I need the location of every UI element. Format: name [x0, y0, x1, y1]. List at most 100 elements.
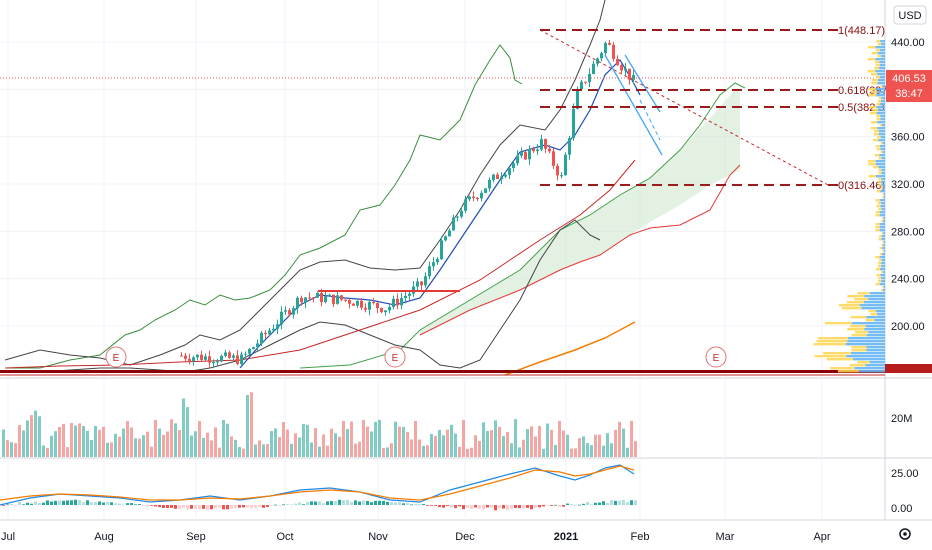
volume-bar [22, 430, 25, 457]
macd-hist-bar [426, 505, 429, 506]
volume-profile-bar-down [869, 292, 885, 295]
volume-profile-bar-down [876, 175, 885, 178]
volume-profile-bar-up [854, 298, 869, 301]
volume-profile-bar-down [868, 331, 885, 334]
macd-hist-bar [78, 500, 81, 505]
macd-hist-bar [226, 505, 229, 510]
candle-body [368, 301, 371, 310]
candle-body [616, 58, 619, 66]
macd-hist-bar [446, 505, 449, 506]
volume-profile-bar-up [851, 334, 867, 337]
macd-hist-bar [614, 500, 617, 505]
macd-axis-label-0: 0.00 [891, 503, 912, 515]
volume-bar [218, 447, 221, 457]
volume-profile-bar-down [854, 367, 885, 370]
volume-profile-bar-up [875, 214, 880, 217]
candle-body [516, 155, 519, 164]
volume-profile-bar-down [882, 253, 885, 256]
volume-profile-bar-up [875, 211, 880, 214]
volume-bar [206, 432, 209, 457]
candle-body [236, 355, 239, 364]
volume-profile-bar-up [875, 199, 880, 202]
candle-body [300, 297, 303, 303]
volume-profile-bar-up [876, 115, 881, 118]
volume-profile-bar-down [881, 235, 885, 238]
earnings-marker-circle[interactable] [105, 346, 127, 368]
macd-hist-bar [102, 502, 105, 505]
volume-profile-bar-down [877, 52, 885, 55]
volume-bar [186, 407, 189, 457]
volume-bar [126, 421, 129, 457]
candle-body [552, 151, 555, 166]
volume-profile-bar-down [881, 262, 885, 265]
volume-bar [414, 420, 417, 457]
volume-bar [302, 424, 305, 457]
volume-profile-bar-up [880, 151, 883, 154]
macd-hist-bar [314, 501, 317, 505]
volume-profile-bar-up [870, 127, 878, 130]
candle-body [452, 217, 455, 231]
volume-profile-bar-down [877, 73, 885, 76]
volume-bar [606, 433, 609, 457]
volume-profile-bar-up [813, 343, 846, 346]
volume-profile-bar-down [879, 256, 885, 259]
volume-profile-bar-up [882, 250, 884, 253]
volume-bar [630, 420, 633, 457]
candle-body [188, 358, 191, 362]
volume-profile-bar-up [876, 190, 881, 193]
volume-profile-bar-down [866, 316, 885, 319]
volume-profile-bar-up [870, 313, 878, 316]
macd-hist-bar [630, 500, 633, 505]
macd-hist-bar [38, 502, 41, 505]
time-tick-label: Apr [813, 531, 830, 543]
volume-bar [18, 424, 21, 457]
macd-hist-bar [566, 503, 569, 505]
macd-hist-bar [246, 505, 249, 508]
volume-profile-bar-up [823, 352, 851, 355]
macd-hist-bar [34, 501, 37, 505]
candle-body [352, 303, 355, 306]
macd-hist-bar [486, 505, 489, 508]
volume-bar [562, 430, 565, 457]
candle-body [372, 301, 375, 303]
volume-bar [510, 443, 513, 457]
candle-body [624, 68, 627, 71]
macd-hist-bar [126, 503, 129, 505]
candle-body [228, 352, 231, 358]
candle-body [424, 276, 427, 286]
currency-label[interactable]: USD [893, 5, 927, 25]
volume-profile-bar-down [883, 217, 885, 220]
volume-bar [486, 430, 489, 457]
volume-profile-bar-up [875, 229, 880, 232]
earnings-marker-circle[interactable] [384, 346, 406, 368]
macd-hist-bar [274, 504, 277, 506]
volume-profile-bar-up [871, 52, 878, 55]
volume-profile-bar-down [880, 103, 885, 106]
chart-settings-icon[interactable] [899, 528, 911, 540]
candle-body [568, 138, 571, 155]
volume-profile-bar-down [880, 202, 885, 205]
earnings-marker-circle[interactable] [705, 346, 727, 368]
candle-body [532, 148, 535, 152]
candle-body [332, 294, 335, 304]
bollinger-lower [5, 219, 601, 373]
volume-profile-bar-up [870, 73, 878, 76]
volume-bar [250, 392, 253, 457]
price-axis-labels: 200.00 240.00 280.00 320.00 360.00 440.00 [891, 37, 925, 333]
volume-profile-bar-down [875, 163, 885, 166]
macd-hist-bar [406, 502, 409, 505]
volume-bar [90, 439, 93, 457]
macd-hist-bar [278, 505, 281, 506]
base-line-dark [0, 370, 885, 373]
volume-bar [114, 433, 117, 457]
candle-body [592, 63, 595, 74]
candle-body [596, 58, 599, 64]
candle-body [248, 348, 251, 354]
volume-bar [518, 447, 521, 457]
volume-profile-bar-down [874, 319, 885, 322]
volume-profile-bar-up [838, 304, 860, 307]
volume-bar [390, 443, 393, 457]
moving-average-long [504, 321, 636, 376]
volume-profile-bar-up [816, 340, 848, 343]
